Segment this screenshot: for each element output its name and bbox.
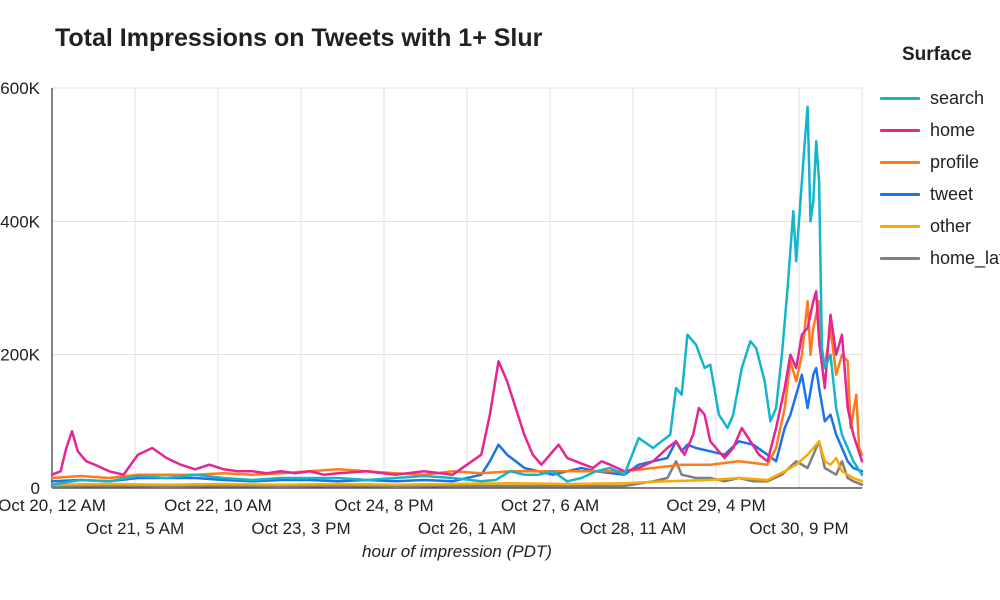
x-tick-label: Oct 23, 3 PM xyxy=(251,519,350,538)
legend-label: home_latest xyxy=(930,247,1000,268)
x-axis: Oct 20, 12 AM Oct 21, 5 AM Oct 22, 10 AM Oc… xyxy=(0,487,862,538)
legend-swatch xyxy=(880,256,920,260)
series-line-search xyxy=(50,105,864,486)
x-tick-label: Oct 22, 10 AM xyxy=(164,496,272,515)
series-line-home xyxy=(50,290,864,476)
legend-swatch xyxy=(880,224,920,228)
y-tick-label: 0 xyxy=(31,479,40,498)
legend-item-home[interactable]: home xyxy=(880,114,1000,146)
legend-label: other xyxy=(930,215,972,236)
grid-lines xyxy=(52,87,863,488)
legend: Surface search home profile tweet other home_… xyxy=(880,44,1000,274)
chart-title: Total Impressions on Tweets with 1+ Slur xyxy=(55,24,543,52)
x-axis-label: hour of impression (PDT) xyxy=(362,542,552,561)
x-tick-label: Oct 27, 6 AM xyxy=(501,496,599,515)
legend-label: home xyxy=(930,119,976,140)
y-tick-label: 200K xyxy=(0,346,40,365)
series-line-home_latest xyxy=(50,440,864,488)
series-line-profile xyxy=(50,300,864,480)
y-axis: 0 200K 400K 600K xyxy=(0,79,53,498)
x-tick-label: Oct 21, 5 AM xyxy=(86,519,184,538)
legend-item-home_latest[interactable]: home_latest xyxy=(880,242,1000,274)
legend-item-other[interactable]: other xyxy=(880,210,1000,242)
series-line-other xyxy=(50,440,864,486)
legend-title: Surface xyxy=(902,44,972,65)
legend-swatch xyxy=(880,96,920,100)
legend-label: tweet xyxy=(930,183,974,204)
series-line-tweet xyxy=(50,366,864,483)
x-tick-label: Oct 28, 11 AM xyxy=(580,519,686,538)
y-tick-label: 400K xyxy=(0,212,40,231)
y-tick-label: 600K xyxy=(0,79,40,98)
legend-swatch xyxy=(880,160,920,164)
x-tick-label: Oct 24, 8 PM xyxy=(334,496,433,515)
series-lines xyxy=(50,105,864,488)
x-tick-label: Oct 26, 1 AM xyxy=(418,519,516,538)
x-tick-label: Oct 20, 12 AM xyxy=(0,496,106,515)
legend-item-profile[interactable]: profile xyxy=(880,146,1000,178)
legend-swatch xyxy=(880,192,920,196)
x-tick-label: Oct 29, 4 PM xyxy=(666,496,765,515)
legend-swatch xyxy=(880,128,920,132)
legend-label: profile xyxy=(930,151,980,172)
legend-items: search home profile tweet other home_latest xyxy=(880,82,1000,274)
x-tick-label: Oct 30, 9 PM xyxy=(749,519,848,538)
legend-label: search xyxy=(930,87,985,108)
legend-item-search[interactable]: search xyxy=(880,82,1000,114)
legend-item-tweet[interactable]: tweet xyxy=(880,178,1000,210)
